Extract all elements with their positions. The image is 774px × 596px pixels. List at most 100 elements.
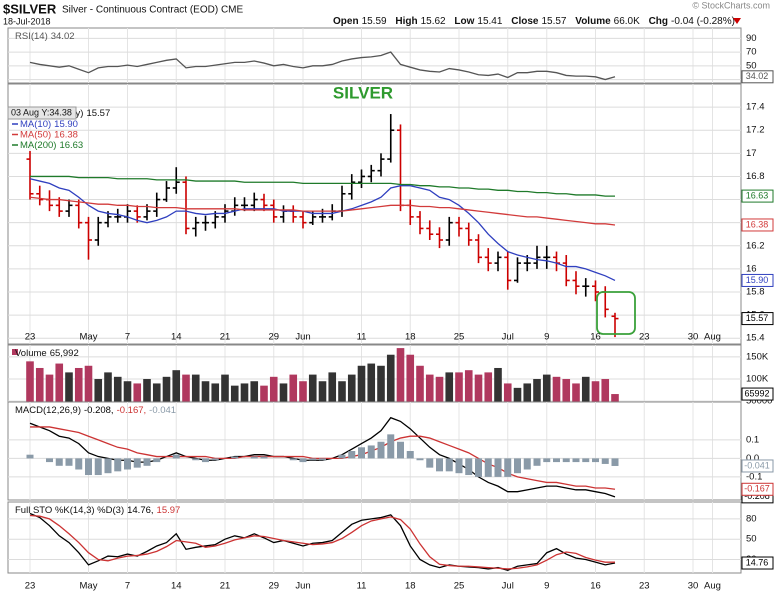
volume-bar xyxy=(474,374,483,402)
end-label-box xyxy=(741,70,774,84)
volume-bar xyxy=(279,383,288,402)
legend: MACD(12,26,9) -0.208, -0.167, -0.041 xyxy=(15,405,176,416)
volume-bar xyxy=(357,365,366,402)
legend: MA(200) 16.63 xyxy=(20,140,83,151)
panel-frame xyxy=(7,83,742,345)
y-tick-label: 80 xyxy=(746,513,757,524)
x-tick-label: 23 xyxy=(639,581,650,592)
x-tick-label: 14 xyxy=(171,332,182,343)
volume-bar xyxy=(377,365,385,402)
legend-text: 14.76, xyxy=(127,505,153,516)
histogram-bar xyxy=(475,458,482,477)
end-label-box xyxy=(741,189,774,203)
y-tick-label: 150K xyxy=(746,351,769,362)
quote-label: Volume xyxy=(575,16,611,27)
volume-bar xyxy=(26,361,34,402)
histogram-bar xyxy=(124,458,131,470)
legend-text: -0.208, xyxy=(84,405,114,416)
legend-text: 65,992 xyxy=(50,348,79,359)
x-tick-label: 16 xyxy=(590,332,601,343)
volume-bar xyxy=(45,374,54,402)
histogram-bar xyxy=(455,458,463,474)
volume-bar xyxy=(172,370,181,402)
end-label-box xyxy=(741,482,774,496)
x-tick-label: Jul xyxy=(502,332,514,343)
histogram-bar xyxy=(192,458,200,461)
y-tick-label: 0.0 xyxy=(746,453,759,464)
legend-text: MACD(12,26,9) xyxy=(15,405,81,416)
end-label: 16.38 xyxy=(746,219,769,229)
volume-bar xyxy=(386,354,395,402)
moving-average xyxy=(30,175,615,197)
volume-bar xyxy=(445,372,454,402)
volume-bar xyxy=(269,376,278,402)
legend-text: MA(50) xyxy=(20,129,51,140)
volume-bar xyxy=(494,367,502,402)
x-tick-label: 11 xyxy=(357,581,367,592)
volume-bar xyxy=(523,383,532,402)
histogram-bar xyxy=(572,458,580,463)
y-tick-label: 17.2 xyxy=(746,125,765,136)
x-tick-label: 7 xyxy=(125,332,130,343)
volume-bar xyxy=(367,363,376,402)
y-tick-label: 17.4 xyxy=(746,102,765,113)
histogram-bar xyxy=(289,458,297,461)
legend-swatch xyxy=(12,349,18,355)
histogram-bar xyxy=(397,441,404,459)
indicator-line xyxy=(30,426,616,490)
histogram-bar xyxy=(55,458,63,466)
end-label-box xyxy=(741,556,774,570)
legend: Volume 65,992 xyxy=(15,348,79,359)
volume-bar xyxy=(299,381,307,402)
volume-bar xyxy=(55,363,64,402)
quote-label: High xyxy=(395,16,417,27)
volume-bar xyxy=(143,379,151,402)
volume-bar xyxy=(191,374,200,402)
panel-frame xyxy=(7,27,742,84)
end-label: -0.041 xyxy=(744,460,770,470)
volume-bar xyxy=(113,376,122,402)
x-tick-label: 30 xyxy=(688,332,699,343)
histogram-bar xyxy=(299,458,307,463)
histogram-bar xyxy=(85,458,92,476)
histogram-bar xyxy=(309,458,317,461)
histogram-bar xyxy=(377,441,385,459)
x-tick-label: 14 xyxy=(171,581,182,592)
volume-bar xyxy=(503,383,512,402)
histogram-bar xyxy=(211,458,219,461)
x-tick-label: 29 xyxy=(268,332,279,343)
quote-value: 66.0K xyxy=(614,16,640,27)
y-tick-label: 17 xyxy=(746,148,757,159)
moving-average xyxy=(29,196,616,226)
volume-bar xyxy=(162,376,171,402)
down-arrow xyxy=(733,18,741,24)
quote-label: Close xyxy=(511,16,539,27)
histogram-bar xyxy=(465,458,473,476)
volume-bar xyxy=(328,372,337,402)
x-tick-label: Aug xyxy=(704,581,721,592)
volume-bar xyxy=(591,381,600,402)
histogram-bar xyxy=(562,458,570,463)
volume-bar xyxy=(260,385,268,402)
histogram-bar xyxy=(367,445,375,459)
histogram-bar xyxy=(46,458,53,463)
y-tick-label: 0.1 xyxy=(746,434,759,445)
y-tick-label: -0.1 xyxy=(746,471,762,482)
x-tick-label: May xyxy=(80,581,98,592)
legend-text: 15.90 xyxy=(54,119,78,130)
quote-label: Open xyxy=(333,16,359,27)
x-tick-label: May xyxy=(80,332,98,343)
legend-text: Volume xyxy=(15,348,47,359)
volume-bar xyxy=(123,381,132,402)
y-tick-label: 16.2 xyxy=(746,240,765,251)
legend-text: Full STO %K(14,3) %D(3) xyxy=(15,505,124,516)
histogram-bar xyxy=(387,434,395,459)
histogram-bar xyxy=(260,456,268,459)
legend-text: 16.63 xyxy=(59,140,83,151)
histogram-bar xyxy=(114,458,122,472)
x-tick-label: 21 xyxy=(220,332,231,343)
histogram-bar xyxy=(143,458,151,466)
x-tick-label: 18 xyxy=(405,332,416,343)
x-tick-label: 9 xyxy=(544,332,549,343)
x-tick-label: 30 xyxy=(688,581,699,592)
